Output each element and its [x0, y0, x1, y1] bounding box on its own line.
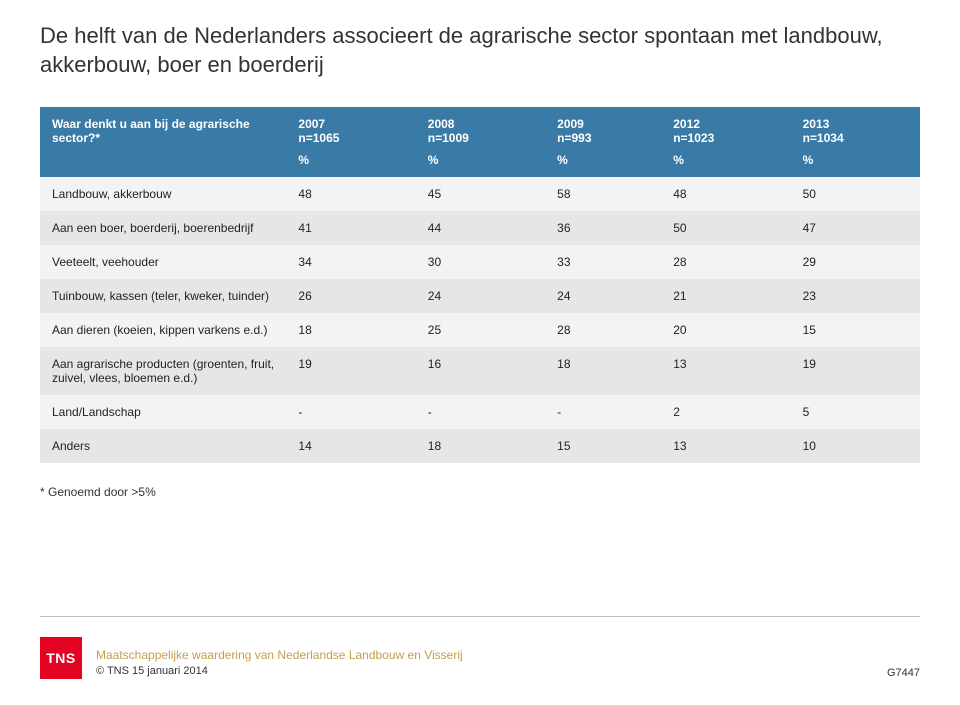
cell: 25 — [416, 313, 545, 347]
footer-code: G7447 — [887, 667, 920, 679]
row-label: Anders — [40, 429, 286, 463]
cell: 47 — [791, 211, 920, 245]
cell: 26 — [286, 279, 415, 313]
cell: 2 — [661, 395, 790, 429]
table-row: Tuinbouw, kassen (teler, kweker, tuinder… — [40, 279, 920, 313]
col-header-2: 2009n=993 — [545, 107, 661, 149]
cell: 19 — [286, 347, 415, 395]
cell: 24 — [416, 279, 545, 313]
cell: 58 — [545, 177, 661, 211]
col-header-4: 2013n=1034 — [791, 107, 920, 149]
cell: 21 — [661, 279, 790, 313]
cell: 50 — [661, 211, 790, 245]
table-row: Aan agrarische producten (groenten, frui… — [40, 347, 920, 395]
cell: 44 — [416, 211, 545, 245]
cell: 24 — [545, 279, 661, 313]
cell: 18 — [286, 313, 415, 347]
cell: - — [416, 395, 545, 429]
footer-text: Maatschappelijke waardering van Nederlan… — [96, 647, 463, 679]
cell: 45 — [416, 177, 545, 211]
cell: 19 — [791, 347, 920, 395]
table-row: Veeteelt, veehouder3430332829 — [40, 245, 920, 279]
unit-3: % — [661, 149, 790, 177]
question-header: Waar denkt u aan bij de agrarische secto… — [40, 107, 286, 149]
cell: 29 — [791, 245, 920, 279]
row-label: Aan een boer, boerderij, boerenbedrijf — [40, 211, 286, 245]
cell: 30 — [416, 245, 545, 279]
cell: 15 — [545, 429, 661, 463]
blank-cell — [40, 149, 286, 177]
data-table: Waar denkt u aan bij de agrarische secto… — [40, 107, 920, 463]
cell: 20 — [661, 313, 790, 347]
cell: 48 — [286, 177, 415, 211]
unit-4: % — [791, 149, 920, 177]
table-row: Land/Landschap---25 — [40, 395, 920, 429]
cell: 34 — [286, 245, 415, 279]
cell: 13 — [661, 429, 790, 463]
cell: 48 — [661, 177, 790, 211]
tns-logo: TNS — [40, 637, 82, 679]
cell: 50 — [791, 177, 920, 211]
row-label: Aan agrarische producten (groenten, frui… — [40, 347, 286, 395]
cell: 13 — [661, 347, 790, 395]
footer-title: Maatschappelijke waardering van Nederlan… — [96, 647, 463, 664]
col-header-3: 2012n=1023 — [661, 107, 790, 149]
row-label: Land/Landschap — [40, 395, 286, 429]
cell: 18 — [545, 347, 661, 395]
unit-2: % — [545, 149, 661, 177]
page-title: De helft van de Nederlanders associeert … — [40, 22, 920, 79]
cell: - — [545, 395, 661, 429]
row-label: Aan dieren (koeien, kippen varkens e.d.) — [40, 313, 286, 347]
footer: TNS Maatschappelijke waardering van Nede… — [40, 637, 463, 679]
unit-1: % — [416, 149, 545, 177]
cell: 28 — [545, 313, 661, 347]
cell: 16 — [416, 347, 545, 395]
cell: 18 — [416, 429, 545, 463]
cell: 33 — [545, 245, 661, 279]
cell: 41 — [286, 211, 415, 245]
divider — [40, 616, 920, 617]
row-label: Tuinbouw, kassen (teler, kweker, tuinder… — [40, 279, 286, 313]
row-label: Veeteelt, veehouder — [40, 245, 286, 279]
cell: 28 — [661, 245, 790, 279]
col-header-0: 2007n=1065 — [286, 107, 415, 149]
col-header-1: 2008n=1009 — [416, 107, 545, 149]
unit-0: % — [286, 149, 415, 177]
cell: 15 — [791, 313, 920, 347]
cell: 14 — [286, 429, 415, 463]
table-row: Landbouw, akkerbouw4845584850 — [40, 177, 920, 211]
cell: 36 — [545, 211, 661, 245]
footnote: * Genoemd door >5% — [40, 485, 920, 499]
table-row: Aan een boer, boerderij, boerenbedrijf41… — [40, 211, 920, 245]
table-row: Aan dieren (koeien, kippen varkens e.d.)… — [40, 313, 920, 347]
row-label: Landbouw, akkerbouw — [40, 177, 286, 211]
cell: 5 — [791, 395, 920, 429]
footer-copyright: © TNS 15 januari 2014 — [96, 664, 463, 679]
table-row: Anders1418151310 — [40, 429, 920, 463]
cell: - — [286, 395, 415, 429]
cell: 23 — [791, 279, 920, 313]
cell: 10 — [791, 429, 920, 463]
